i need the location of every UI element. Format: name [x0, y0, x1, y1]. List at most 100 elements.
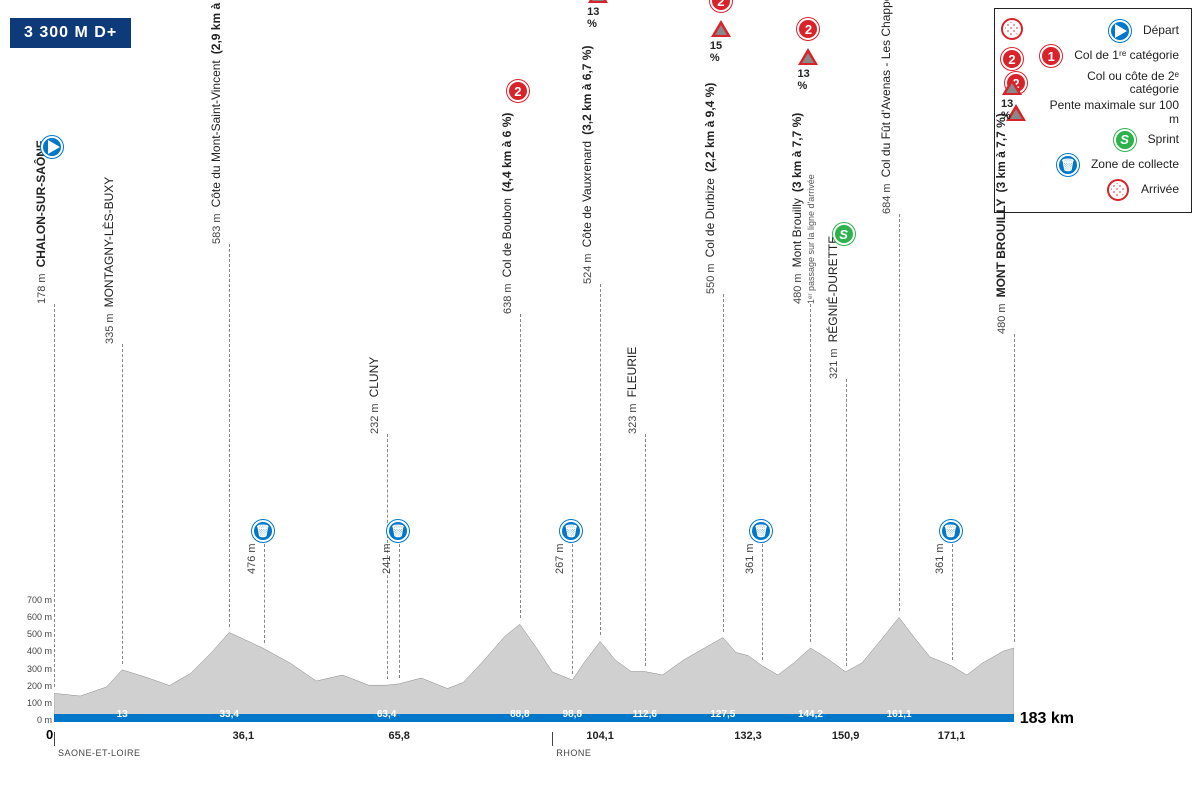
- leader-line: [810, 304, 811, 642]
- legend-label: Départ: [1143, 24, 1179, 37]
- y-tick: 600 m: [14, 612, 52, 622]
- leader-line: [1014, 334, 1015, 642]
- region-label: SAONE-ET-LOIRE: [58, 748, 141, 758]
- waste-zone-icon: [387, 520, 411, 544]
- legend: Départ 1 Col de 1ʳᵉ catégorie 2Col ou côte …: [994, 8, 1192, 213]
- legend-row: Pente maximale sur 100 m: [1003, 99, 1179, 125]
- km-label-on-bar: 98,8: [563, 709, 582, 720]
- x-axis-bar: [54, 714, 1014, 722]
- point-climb: (3,2 km à 6,7 %): [580, 46, 594, 135]
- point-altitude: 550 m: [705, 263, 717, 294]
- point-altitude: 583 m: [211, 213, 223, 244]
- point-label: 480 m Mont Brouilly (3 km à 7,7 %): [790, 113, 804, 304]
- point-name: Mont Brouilly: [790, 198, 804, 267]
- cat1-icon: 1: [1038, 45, 1064, 67]
- point-altitude: 684 m: [881, 183, 893, 214]
- point-label: 480 mMONT BROUILLY(3 km à 7,7 %): [994, 113, 1008, 334]
- km-label-on-bar: 88,8: [510, 709, 529, 720]
- leader-line: [846, 379, 847, 666]
- point-altitude: 323 m: [627, 403, 639, 434]
- leader-line: [122, 344, 123, 664]
- km-label-on-bar: 112,6: [632, 709, 656, 720]
- point-altitude: 638 m: [502, 283, 514, 314]
- max-slope-pct: 13 %: [587, 6, 609, 30]
- point-climb: (2,2 km à 9,4 %): [703, 83, 717, 172]
- legend-label: Sprint: [1148, 133, 1179, 146]
- point-name: MONT BROUILLY: [994, 199, 1008, 298]
- point-altitude: 178 m: [36, 273, 48, 304]
- point-altitude: 361 m: [934, 543, 946, 574]
- leader-line: [645, 434, 646, 666]
- y-tick: 0 m: [14, 715, 52, 725]
- leader-line: [229, 244, 230, 627]
- leader-line: [899, 214, 900, 611]
- y-tick: 700 m: [14, 595, 52, 605]
- point-label: 524 mCôte de Vauxrenard(3,2 km à 6,7 %): [580, 46, 594, 284]
- point-climb: (3 km à 7,7 %): [790, 113, 804, 192]
- legend-row: Zone de collecte: [1003, 154, 1179, 176]
- point-name: FLEURIE: [625, 347, 639, 398]
- elevation-profile-chart: 0 m100 m200 m300 m400 m500 m600 m700 m 0…: [54, 60, 1014, 750]
- sprint-icon: S: [1112, 129, 1138, 151]
- point-label: 178 m CHALON-SUR-SAÔNE: [34, 140, 48, 304]
- leader-line: [600, 284, 601, 635]
- km-label-on-bar: 161,1: [887, 709, 912, 720]
- point-altitude: 321 m: [828, 348, 840, 379]
- waste-zone-icon: [560, 520, 584, 544]
- point-marker-stack: 2: [507, 80, 529, 102]
- km-label-on-bar: 33,4: [219, 709, 238, 720]
- km-start: 0: [46, 727, 53, 742]
- legend-row: 2Col ou côte de 2ᵉ catégorie: [1003, 70, 1179, 96]
- km-total: 183 km: [1020, 710, 1074, 728]
- y-tick: 100 m: [14, 698, 52, 708]
- leader-line: [264, 544, 265, 643]
- legend-row: Arrivée: [1003, 179, 1179, 201]
- leader-line: [762, 544, 763, 660]
- point-altitude: 480 m: [792, 273, 804, 304]
- elevation-gain-badge: 3 300 M D+: [10, 18, 131, 48]
- y-tick: 300 m: [14, 664, 52, 674]
- point-label: 323 m FLEURIE: [625, 347, 639, 434]
- km-label-below: 150,9: [832, 730, 860, 742]
- max-slope-pct: 13 %: [797, 68, 819, 92]
- y-tick: 400 m: [14, 646, 52, 656]
- point-altitude: 524 m: [582, 253, 594, 284]
- point-label: 684 mCol du Fût d'Avenas - Les Chappes(5…: [879, 0, 893, 214]
- point-marker-stack: S: [833, 223, 855, 245]
- km-label-below: 104,1: [586, 730, 614, 742]
- km-label-below: 132,3: [734, 730, 762, 742]
- point-label: 232 m CLUNY: [367, 357, 381, 434]
- point-label: 321 m RÉGNIÉ-DURETTE: [826, 236, 840, 379]
- y-axis: 0 m100 m200 m300 m400 m500 m600 m700 m: [14, 600, 52, 720]
- point-altitude: 232 m: [369, 403, 381, 434]
- point-altitude: 476 m: [246, 543, 258, 574]
- region-boundary: [54, 732, 55, 746]
- km-label-on-bar: 63,4: [377, 709, 396, 720]
- point-label: 638 mCol de Boubon(4,4 km à 6 %): [500, 113, 514, 314]
- point-marker-stack: 213 %: [587, 0, 609, 30]
- region-label: RHONE: [556, 748, 591, 758]
- km-label-on-bar: 13: [117, 709, 128, 720]
- point-marker-stack: 215 %: [710, 0, 732, 64]
- finish-icon: [1105, 179, 1131, 201]
- waste-zone-icon: [940, 520, 964, 544]
- legend-label: Arrivée: [1141, 183, 1179, 196]
- km-label-below: 65,8: [388, 730, 409, 742]
- point-altitude: 241 m: [381, 543, 393, 574]
- waste-icon: [1055, 154, 1081, 176]
- legend-row: 1 Col de 1ʳᵉ catégorie: [1003, 45, 1179, 67]
- legend-label: Pente maximale sur 100 m: [1039, 99, 1179, 125]
- legend-row: Départ: [1003, 20, 1179, 42]
- leader-line: [723, 294, 724, 632]
- point-altitude: 361 m: [744, 543, 756, 574]
- legend-label: Col de 1ʳᵉ catégorie: [1074, 49, 1179, 62]
- point-altitude: 480 m: [996, 303, 1008, 334]
- km-label-on-bar: 144,2: [798, 709, 823, 720]
- point-label: 335 mMONTAGNY-LÈS-BUXY: [102, 177, 116, 344]
- point-sublabel: 1ᵉʳ passage sur la ligne d'arrivée: [806, 174, 816, 304]
- point-label: 550 mCol de Durbize(2,2 km à 9,4 %): [703, 83, 717, 294]
- point-name: CHALON-SUR-SAÔNE: [34, 140, 48, 267]
- point-name: RÉGNIÉ-DURETTE: [826, 236, 840, 343]
- y-tick: 500 m: [14, 629, 52, 639]
- point-name: CLUNY: [367, 357, 381, 398]
